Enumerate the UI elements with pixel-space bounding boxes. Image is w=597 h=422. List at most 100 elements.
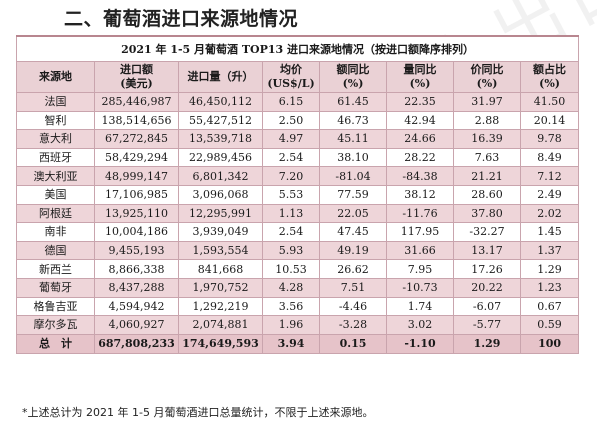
section-title: 二、葡萄酒进口来源地情况 xyxy=(64,8,299,30)
total-value-cell: -1.10 xyxy=(386,333,454,354)
column-header: 进口量（升） xyxy=(178,61,263,93)
value-cell: 1.13 xyxy=(262,203,320,224)
value-cell: 8,866,338 xyxy=(94,259,179,279)
table-row: 西班牙 58,429,294 22,989,456 2.54 38.10 28.22 7.6… xyxy=(16,147,580,168)
column-header-label: 来源地 xyxy=(39,70,72,83)
table-row: 意大利 67,272,845 13,539,718 4.97 45.11 24.66 16.… xyxy=(16,129,580,149)
table-header-row: 来源地 进口额 (美元) 进口量（升） 均价 (US$/L) 额同比 (%) 量同比 (%) 价同比… xyxy=(16,61,580,93)
column-header-unit: (美元) xyxy=(120,77,153,90)
column-header-unit: (%) xyxy=(342,77,364,90)
value-cell: 24.66 xyxy=(386,129,454,149)
value-cell: 7.95 xyxy=(386,259,454,279)
value-cell: -32.27 xyxy=(453,222,521,242)
value-cell: 7.20 xyxy=(262,166,320,186)
value-cell: 22.05 xyxy=(319,203,387,224)
value-cell: 16.39 xyxy=(453,129,521,149)
origin-cell: 新西兰 xyxy=(16,259,95,279)
value-cell: 31.97 xyxy=(453,92,521,112)
origin-cell: 澳大利亚 xyxy=(16,166,95,186)
table-caption: 2021 年 1-5 月葡萄酒 TOP13 进口来源地情况（按进口额降序排列） xyxy=(15,35,580,62)
column-header-unit: (%) xyxy=(409,77,431,90)
value-cell: 22,989,456 xyxy=(178,147,263,168)
value-cell: 5.93 xyxy=(262,240,320,261)
value-cell: 4.28 xyxy=(262,277,320,298)
value-cell: 38.10 xyxy=(319,147,387,168)
value-cell: 48,999,147 xyxy=(94,166,179,186)
value-cell: 37.80 xyxy=(453,203,521,224)
origin-cell: 西班牙 xyxy=(16,147,95,168)
value-cell: 1.74 xyxy=(386,296,454,317)
value-cell: 41.50 xyxy=(519,92,580,112)
column-header: 均价 (US$/L) xyxy=(262,61,320,93)
value-cell: 4,594,942 xyxy=(94,296,179,317)
column-header-label: 均价 xyxy=(280,63,302,76)
value-cell: 1,970,752 xyxy=(178,277,263,298)
table-row: 德国 9,455,193 1,593,554 5.93 49.19 31.66 13.17 1… xyxy=(16,240,580,261)
table-row: 法国 285,446,987 46,450,112 6.15 61.45 22.35 31.… xyxy=(16,92,580,112)
value-cell: 21.21 xyxy=(453,166,521,186)
column-header-label: 价同比 xyxy=(470,63,504,76)
value-cell: 47.45 xyxy=(319,222,387,242)
value-cell: 7.51 xyxy=(319,277,387,298)
value-cell: 285,446,987 xyxy=(94,92,179,112)
total-value-cell: 100 xyxy=(519,333,580,354)
value-cell: 42.94 xyxy=(386,110,454,131)
value-cell: 3,939,049 xyxy=(178,222,263,242)
value-cell: 1,593,554 xyxy=(178,240,263,261)
import-source-table: 2021 年 1-5 月葡萄酒 TOP13 进口来源地情况（按进口额降序排列） … xyxy=(15,35,580,354)
value-cell: 55,427,512 xyxy=(178,110,263,131)
value-cell: 1.96 xyxy=(262,315,320,335)
column-header: 来源地 xyxy=(16,61,95,93)
origin-cell: 德国 xyxy=(16,240,95,261)
value-cell: 4.97 xyxy=(262,129,320,149)
value-cell: 1.37 xyxy=(519,240,580,261)
origin-cell: 智利 xyxy=(16,110,95,131)
column-header-unit: (%) xyxy=(539,77,560,90)
value-cell: 2.02 xyxy=(519,203,580,224)
origin-cell: 美国 xyxy=(16,184,95,205)
value-cell: 2.54 xyxy=(262,147,320,168)
value-cell: 45.11 xyxy=(319,129,387,149)
value-cell: 1.23 xyxy=(519,277,580,298)
value-cell: 17,106,985 xyxy=(94,184,179,205)
table-row: 格鲁吉亚 4,594,942 1,292,219 3.56 -4.46 1.74 -6.07… xyxy=(16,296,580,317)
value-cell: -5.77 xyxy=(453,315,521,335)
value-cell: -6.07 xyxy=(453,296,521,317)
table-row: 澳大利亚 48,999,147 6,801,342 7.20 -81.04 -84.38 2… xyxy=(16,166,580,186)
table-row: 阿根廷 13,925,110 12,295,991 1.13 22.05 -11.76 37… xyxy=(16,203,580,224)
table-row: 美国 17,106,985 3,096,068 5.53 77.59 38.12 28.60… xyxy=(16,184,580,205)
value-cell: 0.59 xyxy=(519,315,580,335)
origin-cell: 格鲁吉亚 xyxy=(16,296,95,317)
column-header: 量同比 (%) xyxy=(386,61,454,93)
table-row: 南非 10,004,186 3,939,049 2.54 47.45 117.95 -32.… xyxy=(16,222,580,242)
value-cell: -81.04 xyxy=(319,166,387,186)
origin-cell: 阿根廷 xyxy=(16,203,95,224)
value-cell: 841,668 xyxy=(178,259,263,279)
table-row: 葡萄牙 8,437,288 1,970,752 4.28 7.51 -10.73 20.22… xyxy=(16,277,580,298)
origin-cell: 法国 xyxy=(16,92,95,112)
value-cell: 1.29 xyxy=(519,259,580,279)
value-cell: 1,292,219 xyxy=(178,296,263,317)
value-cell: -11.76 xyxy=(386,203,454,224)
table-row: 摩尔多瓦 4,060,927 2,074,881 1.96 -3.28 3.02 -5.77… xyxy=(16,315,580,335)
total-value-cell: 687,808,233 xyxy=(94,333,179,354)
total-row: 总 计 687,808,233 174,649,593 3.94 0.15 -1.10 1.… xyxy=(16,333,580,354)
value-cell: 20.22 xyxy=(453,277,521,298)
value-cell: 77.59 xyxy=(319,184,387,205)
value-cell: 17.26 xyxy=(453,259,521,279)
column-header-label: 进口量（升） xyxy=(187,70,254,83)
column-header-unit: (%) xyxy=(476,77,498,90)
value-cell: 13,539,718 xyxy=(178,129,263,149)
value-cell: 10.53 xyxy=(262,259,320,279)
value-cell: 22.35 xyxy=(386,92,454,112)
origin-cell: 意大利 xyxy=(16,129,95,149)
value-cell: 20.14 xyxy=(519,110,580,131)
value-cell: 46,450,112 xyxy=(178,92,263,112)
total-value-cell: 0.15 xyxy=(319,333,387,354)
column-header: 价同比 (%) xyxy=(453,61,521,93)
value-cell: 67,272,845 xyxy=(94,129,179,149)
value-cell: -84.38 xyxy=(386,166,454,186)
column-header-label: 额同比 xyxy=(336,63,370,76)
value-cell: 13,925,110 xyxy=(94,203,179,224)
value-cell: 46.73 xyxy=(319,110,387,131)
